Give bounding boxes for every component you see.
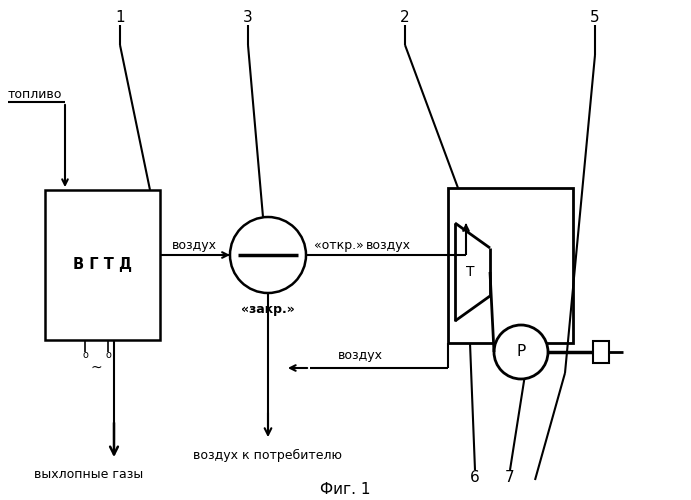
Text: o: o <box>82 350 88 360</box>
Text: воздух: воздух <box>171 238 216 252</box>
Text: топливо: топливо <box>8 88 62 102</box>
Text: 3: 3 <box>243 10 253 26</box>
Text: 6: 6 <box>470 470 480 486</box>
Text: Т: Т <box>466 265 474 279</box>
Text: Р: Р <box>516 344 526 360</box>
Text: 1: 1 <box>115 10 125 26</box>
Text: воздух: воздух <box>366 238 410 252</box>
Bar <box>448 188 573 343</box>
Circle shape <box>230 217 306 293</box>
Text: «откр.»: «откр.» <box>314 238 363 252</box>
Bar <box>45 190 160 340</box>
Text: 7: 7 <box>505 470 515 486</box>
Text: воздух: воздух <box>337 350 383 362</box>
Text: В Г Т Д: В Г Т Д <box>73 258 132 272</box>
Text: 5: 5 <box>590 10 600 26</box>
Text: Фиг. 1: Фиг. 1 <box>320 482 370 498</box>
Text: o: o <box>105 350 111 360</box>
Text: воздух к потребителю: воздух к потребителю <box>193 448 343 462</box>
Text: 2: 2 <box>400 10 410 26</box>
Bar <box>593 341 609 363</box>
Text: ~: ~ <box>91 361 102 375</box>
Circle shape <box>494 325 548 379</box>
Text: «закр.»: «закр.» <box>241 303 295 316</box>
Text: выхлопные газы: выхлопные газы <box>35 468 144 481</box>
